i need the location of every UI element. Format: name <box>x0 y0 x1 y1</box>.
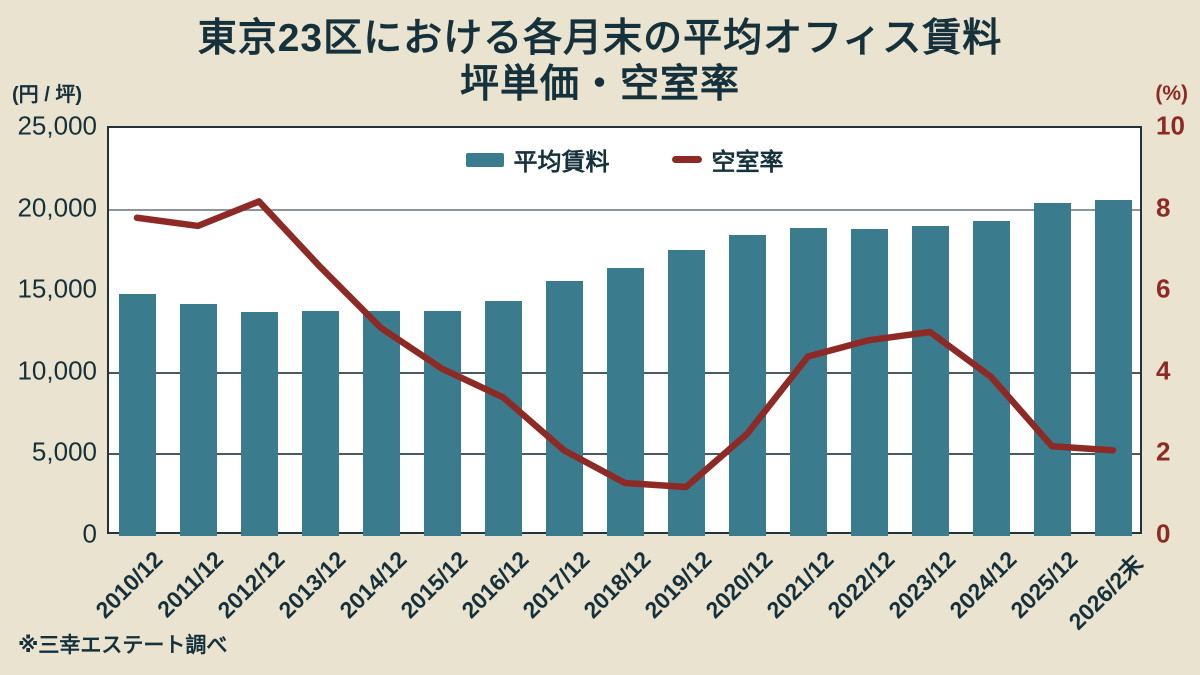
bar <box>1033 203 1071 536</box>
legend-line-swatch-icon <box>671 156 702 163</box>
left-axis-tick: 0 <box>82 518 97 549</box>
x-axis-tick: 2012/12 <box>212 546 290 624</box>
right-axis-tick: 6 <box>1156 273 1171 304</box>
right-axis-tick: 8 <box>1156 192 1171 223</box>
bar <box>301 310 339 536</box>
right-axis-tick: 2 <box>1156 436 1171 467</box>
x-axis-tick: 2013/12 <box>273 546 351 624</box>
source-note: ※三幸エステート調べ <box>18 634 228 657</box>
x-axis-tick: 2024/12 <box>944 546 1022 624</box>
bar <box>606 268 644 536</box>
x-axis-tick: 2020/12 <box>700 546 778 624</box>
left-axis-unit-label: (円 / 坪) <box>12 84 82 106</box>
legend-line-label: 空室率 <box>711 149 784 176</box>
left-axis-tick: 15,000 <box>17 273 97 304</box>
plot-area: 平均賃料 空室率 <box>107 126 1142 536</box>
bar <box>118 293 156 536</box>
x-axis-tick: 2010/12 <box>90 546 168 624</box>
right-axis-tick: 4 <box>1156 355 1171 386</box>
left-axis-tick: 10,000 <box>17 355 97 386</box>
bar <box>240 311 278 536</box>
x-axis-tick: 2015/12 <box>395 546 473 624</box>
x-axis-tick: 2021/12 <box>761 546 839 624</box>
line-series-vacancy <box>133 198 1117 491</box>
legend-item-vacancy: 空室率 <box>671 142 784 177</box>
x-axis-tick: 2016/12 <box>456 546 534 624</box>
bar <box>545 281 583 536</box>
x-axis-tick: 2019/12 <box>639 546 717 624</box>
x-axis-tick: 2023/12 <box>883 546 961 624</box>
legend: 平均賃料 空室率 <box>109 142 1140 177</box>
left-axis-tick: 5,000 <box>31 436 97 467</box>
chart-title-line2: 坪単価・空室率 <box>459 63 740 107</box>
bar <box>789 227 827 536</box>
x-axis-tick: 2018/12 <box>578 546 656 624</box>
right-axis-tick: 0 <box>1156 518 1171 549</box>
left-axis-tick: 25,000 <box>17 110 97 141</box>
chart-title: 東京23区における各月末の平均オフィス賃料 坪単価・空室率 <box>0 16 1200 108</box>
legend-bar-swatch-icon <box>465 152 504 167</box>
bar <box>362 310 400 536</box>
bar <box>1094 199 1132 536</box>
x-axis-tick: 2017/12 <box>517 546 595 624</box>
right-axis-tick: 10 <box>1156 110 1185 141</box>
bar <box>850 229 888 536</box>
right-axis-unit-label: (%) <box>1155 82 1188 105</box>
x-axis-tick: 2011/12 <box>152 546 229 623</box>
legend-bar-label: 平均賃料 <box>513 149 610 176</box>
x-axis-tick: 2022/12 <box>822 546 900 624</box>
bar <box>179 304 217 536</box>
x-axis-tick: 2014/12 <box>334 546 412 624</box>
bar <box>484 300 522 536</box>
bar <box>911 225 949 536</box>
bar <box>728 234 766 536</box>
chart-title-line1: 東京23区における各月末の平均オフィス賃料 <box>197 17 1003 60</box>
left-axis-tick: 20,000 <box>17 192 97 223</box>
bar <box>423 310 461 536</box>
gridline <box>109 208 1140 211</box>
legend-item-rent: 平均賃料 <box>465 142 610 177</box>
